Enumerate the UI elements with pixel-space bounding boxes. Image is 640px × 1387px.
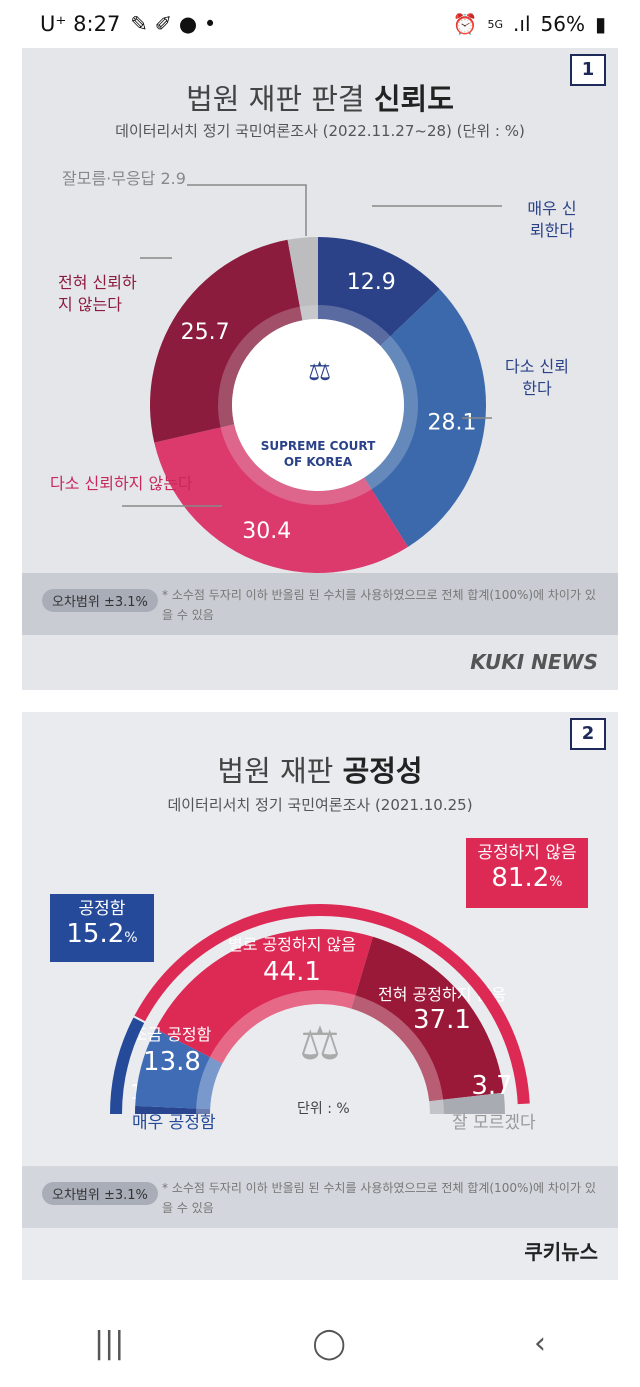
fair-callout-value: 15.2: [66, 919, 125, 949]
unfair-callout-label: 공정하지 않음: [477, 843, 577, 863]
slice-value-label: 3.7: [471, 1071, 512, 1101]
donut-inner-band: [216, 424, 374, 509]
chart-title: 법원 재판 공정성: [22, 748, 618, 790]
label-no-trust: 전혀 신뢰하지 않는다: [58, 273, 137, 314]
donut-inner-band: [214, 302, 303, 429]
fair-total-arc: [110, 1017, 145, 1114]
carrier: U⁺: [40, 12, 67, 36]
label-somewhat-trust: 다소 신뢰한다: [505, 357, 569, 398]
half-donut-slice: [155, 929, 373, 1064]
scales-of-justice-icon: ⚖: [299, 1016, 340, 1070]
chart-title: 법원 재판 판결 신뢰도: [22, 76, 618, 118]
donut-slice: [287, 237, 318, 307]
error-margin-badge: 오차범위 ±3.1%: [42, 1182, 158, 1205]
donut-chart: 12.9 28.1 30.4 25.7 ⚖ SUPREME COURT OF KOREA: [122, 184, 502, 573]
back-button[interactable]: ‹: [533, 1326, 546, 1361]
label-somewhat-distrust: 다소 신뢰하지 않는다: [50, 474, 193, 493]
slice-value-label: 28.1: [427, 410, 476, 435]
unfair-callout: 공정하지 않음 81.2%: [466, 838, 588, 908]
half-donut-slice: [429, 1092, 505, 1114]
donut-inner-band: [299, 301, 318, 321]
donut-slice: [318, 237, 440, 337]
unfair-callout-value: 81.2: [491, 863, 550, 893]
donut-slice: [371, 289, 486, 547]
navigation-bar: ||| ◯ ‹: [0, 1300, 640, 1387]
chart-subtitle: 데이터리서치 정기 국민여론조사 (2021.10.25): [167, 796, 473, 814]
network-label: 5G: [487, 17, 504, 31]
clock: 8:27: [73, 12, 121, 36]
half-donut-slice: [351, 936, 504, 1102]
title-plain: 법원 재판: [217, 754, 343, 788]
donut-inner-band: [318, 301, 394, 346]
chart-subtitle: 데이터리서치 정기 국민여론조사 (2022.11.27~28) (단위 : %…: [115, 122, 525, 140]
slice-value-label: 30.4: [242, 519, 291, 544]
recent-apps-button[interactable]: |||: [94, 1326, 125, 1361]
title-plain: 법원 재판 판결: [186, 82, 374, 116]
half-donut-inner-band: [209, 990, 356, 1064]
kuki-news-logo: 쿠키뉴스: [524, 1240, 598, 1264]
title-bold: 신뢰도: [373, 82, 454, 116]
alarm-icon: ⏰: [452, 12, 478, 36]
unit-label: 단위 : %: [297, 1101, 350, 1117]
half-donut-inner-band: [196, 1108, 211, 1114]
error-margin-badge: 오차범위 ±3.1%: [42, 589, 158, 612]
footnote: * 소수점 두자리 이하 반올림 된 수치를 사용하였으므로 전체 합계(100…: [162, 1181, 596, 1215]
half-donut-inner-band: [351, 995, 444, 1102]
slice-name-label: 별로 공정하지 않음: [228, 935, 356, 954]
slice-name-label: 전혀 공정하지 않음: [378, 985, 506, 1004]
slice-value-label: 13.8: [143, 1047, 201, 1077]
label-very-trust: 매우 신뢰한다: [527, 199, 577, 240]
leader-line: [187, 184, 307, 236]
label-unknown: 잘모름·무응답 2.9: [62, 169, 186, 188]
half-donut-inner-band: [429, 1099, 444, 1114]
infographic-trust: 1 법원 재판 판결 신뢰도 데이터리서치 정기 국민여론조사 (2022.11…: [22, 48, 618, 690]
center-circle: [232, 319, 404, 491]
label-dont-know: 잘 모르겠다: [452, 1113, 536, 1133]
battery-icon: ▮: [594, 12, 606, 36]
half-donut-slice: [135, 1105, 211, 1114]
status-bar: U⁺ 8:27 ✎ ✐ ● • ⏰ 5G .ıl 56% ▮: [0, 0, 640, 48]
notification-icons: ✎ ✐ ● •: [130, 12, 217, 36]
donut-slice: [150, 239, 300, 443]
donut-inner-band: [364, 333, 422, 493]
court-logo-text: OF KOREA: [284, 455, 353, 469]
footnote-bar: 오차범위 ±3.1% * 소수점 두자리 이하 반올림 된 수치를 사용하였으므…: [22, 573, 618, 635]
slice-value-label: 12.9: [347, 270, 396, 295]
fair-callout: 공정함 15.2%: [50, 894, 154, 962]
kuki-news-logo: KUKI NEWS: [470, 650, 598, 674]
signal-icon: .ıl: [513, 12, 531, 36]
footnote-bar: 오차범위 ±3.1% * 소수점 두자리 이하 반올림 된 수치를 사용하였으므…: [22, 1166, 618, 1228]
label-very-fair: 매우 공정함: [132, 1113, 216, 1133]
court-emblem-icon: ⚖: [308, 357, 331, 387]
footnote: * 소수점 두자리 이하 반올림 된 수치를 사용하였으므로 전체 합계(100…: [162, 588, 596, 622]
slice-name-label: 조금 공정함: [133, 1025, 212, 1044]
badge-number: 1: [570, 54, 606, 86]
home-button[interactable]: ◯: [312, 1326, 346, 1361]
slice-value-label: 37.1: [413, 1005, 471, 1035]
court-logo-text: SUPREME COURT: [261, 439, 376, 453]
fair-callout-label: 공정함: [78, 899, 126, 919]
slice-value-label: 44.1: [263, 957, 321, 987]
half-donut-slice: [135, 1029, 223, 1110]
infographic-fairness: 2 법원 재판 공정성 데이터리서치 정기 국민여론조사 (2021.10.25…: [22, 712, 618, 1280]
half-donut-inner-band: [196, 1057, 223, 1110]
title-bold: 공정성: [342, 754, 423, 788]
badge-number: 2: [570, 718, 606, 750]
battery-level: 56%: [540, 12, 585, 36]
slice-value-label: 25.7: [181, 320, 230, 345]
